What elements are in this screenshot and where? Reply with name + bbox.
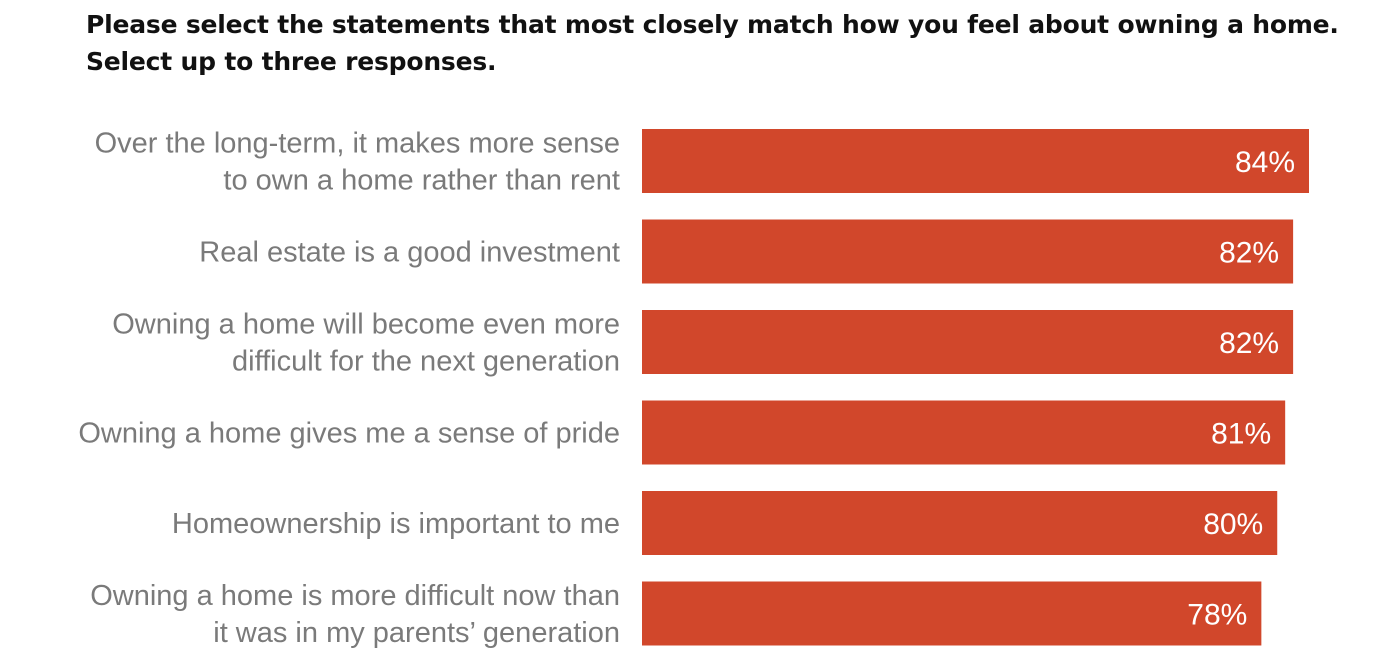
bar-value-label: 82%: [1219, 237, 1279, 270]
category-label: Real estate is a good investment: [199, 237, 620, 269]
bar: [642, 581, 1262, 646]
bar: [642, 400, 1286, 465]
bar: [642, 310, 1294, 374]
category-label: difficult for the next generation: [232, 346, 620, 378]
category-label: Homeownership is important to me: [172, 508, 620, 540]
chart-title: Please select the statements that most c…: [86, 6, 1376, 80]
category-label: Owning a home will become even more: [112, 309, 620, 341]
chart-subtitle: Select up to three responses.: [86, 47, 497, 76]
bar: [642, 129, 1309, 193]
chart-title-line: Please select the statements that most c…: [86, 10, 1339, 39]
category-label: to own a home rather than rent: [223, 165, 620, 197]
bar-value-label: 84%: [1235, 146, 1295, 179]
category-label: Over the long-term, it makes more sense: [95, 128, 620, 160]
category-label: Owning a home gives me a sense of pride: [78, 418, 620, 450]
bar: [642, 491, 1278, 555]
category-label: Owning a home is more difficult now than: [90, 580, 620, 612]
bar-value-label: 78%: [1187, 599, 1247, 632]
bar: [642, 219, 1294, 284]
bar-value-label: 80%: [1203, 508, 1263, 541]
bar-value-label: 82%: [1219, 327, 1279, 360]
bar-value-label: 81%: [1211, 418, 1271, 451]
category-label: it was in my parents’ generation: [213, 617, 620, 649]
